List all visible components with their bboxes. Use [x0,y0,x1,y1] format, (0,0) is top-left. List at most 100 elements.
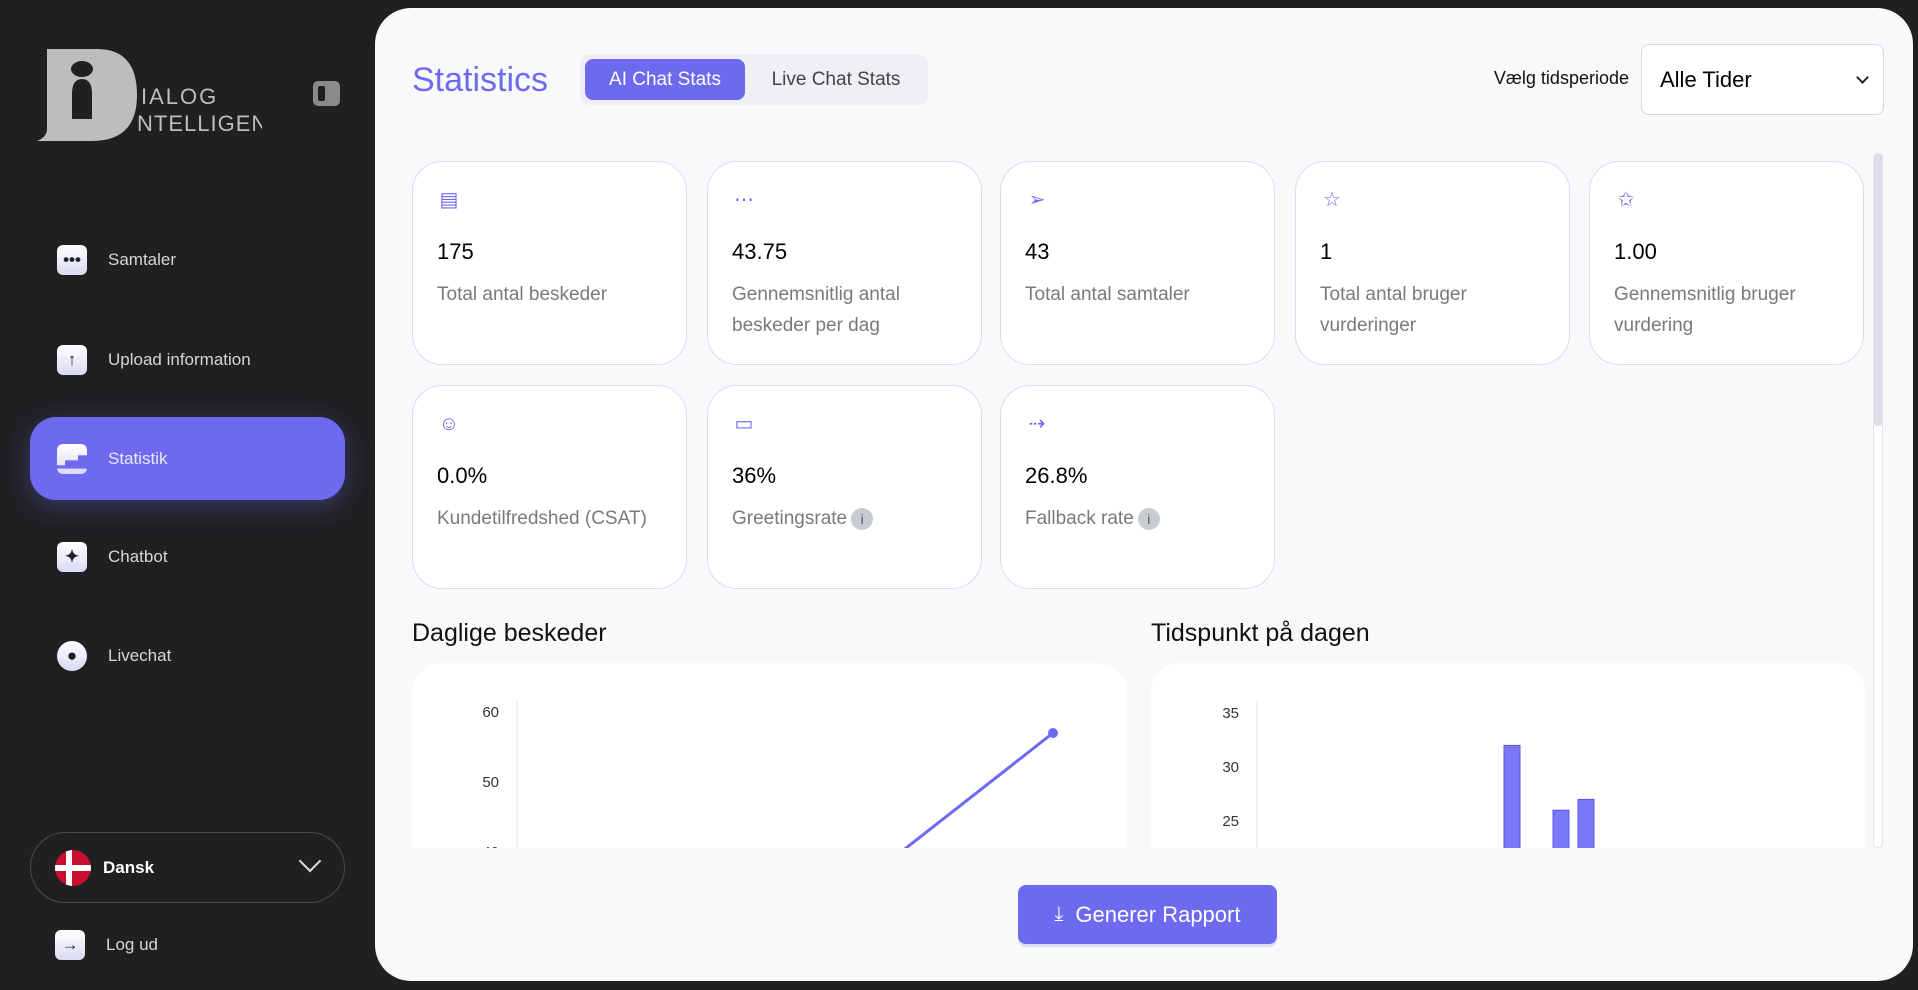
stat-value: 1.00 [1614,239,1657,264]
stat-card: ☺ 0.0% Kundetilfredshed (CSAT) [412,385,687,589]
stat-value: 175 [437,239,474,264]
stat-label: Fallback rate i [1025,503,1256,534]
data-point [1048,728,1058,738]
stat-value: 0.0% [437,463,488,488]
tab-ai-chat-stats[interactable]: AI Chat Stats [585,59,745,100]
stat-label: Total antal samtaler [1025,279,1256,310]
stat-label-text: Fallback rate [1025,508,1134,529]
bar [1503,744,1521,848]
sidebar-item-label: Livechat [108,645,172,665]
scrollbar[interactable] [1873,153,1883,848]
smiley-icon: ☺ [438,413,460,435]
dialog-intelligens-logo: IALOG NTELLIGENS [37,49,262,141]
chart-title-daily: Daglige beskeder [412,619,607,647]
stat-label-text: Total antal bruger vurderinger [1320,284,1467,336]
chat-bubble-icon: ••• [57,244,87,275]
page-title: Statistics [412,61,549,99]
stat-card: ➢ 43 Total antal samtaler [1000,161,1275,365]
bar-chart-svg: 35 30 25 [1222,701,1595,848]
y-tick-label: 30 [1222,759,1239,776]
stats-tabs: AI Chat Stats Live Chat Stats [580,54,928,105]
stat-label-text: Total antal beskeder [437,284,608,305]
sidebar: IALOG NTELLIGENS ••• Samtaler ↑ Upload i… [0,0,375,990]
thumbs-up-stars-icon: ✩ [1617,189,1635,211]
stat-card: ⋯ 43.75 Gennemsnitlig antal beskeder per… [707,161,982,365]
bar [1577,798,1595,848]
stats-scroll-area: ▤ 175 Total antal beskeder ⋯ 43.75 Gennem… [375,153,1913,848]
sidebar-item-chatbot[interactable]: ✦ Chatbot [30,515,345,598]
sidebar-item-upload[interactable]: ↑ Upload information [30,318,345,401]
message-square-dots-icon: ▭ [734,413,754,435]
bar-chart-icon: ▁▃▅ [52,443,92,474]
stat-label-text: Kundetilfredshed (CSAT) [437,508,647,529]
stat-value: 26.8% [1025,463,1088,488]
stat-value: 1 [1320,239,1333,264]
info-icon[interactable]: i [1137,507,1160,530]
logout-button[interactable]: → Log ud [55,930,158,960]
stat-label: Total antal beskeder [437,279,668,310]
download-icon: ⤓ [1054,903,1064,925]
generate-report-label: Generer Rapport [1075,901,1241,927]
stat-label: Greetingsrate i [732,503,963,534]
stat-label-text: Gennemsnitlig bruger vurdering [1614,284,1796,336]
y-tick-label: 35 [1222,705,1239,722]
line-chart-svg: 60 50 40 [482,701,1058,848]
sidebar-item-livechat[interactable]: ● Livechat [30,614,345,697]
y-tick-label: 25 [1222,813,1239,830]
stat-value: 43 [1025,239,1050,264]
time-of-day-chart: 35 30 25 [1151,663,1865,848]
sidebar-item-label: Upload information [108,349,251,369]
sidebar-item-label: Statistik [108,448,168,468]
stat-value: 43.75 [732,239,788,264]
daily-messages-chart: 60 50 40 [412,663,1127,848]
svg-text:IALOG: IALOG [141,84,218,109]
user-forward-icon: ⇢ [1028,413,1046,435]
chevron-down-icon [1856,71,1869,84]
user-circle-icon: ● [57,640,87,671]
stat-card: ▤ 175 Total antal beskeder [412,161,687,365]
y-tick-label: 40 [482,844,499,848]
sidebar-toggle-icon[interactable] [313,81,340,106]
message-dots-icon: ⋯ [734,189,754,211]
stat-card: ▭ 36% Greetingsrate i [707,385,982,589]
y-tick-label: 60 [482,704,499,721]
message-text-icon: ▤ [439,189,459,211]
stat-label-text: Gennemsnitlig antal beskeder per dag [732,284,900,336]
stat-card: ✩ 1.00 Gennemsnitlig bruger vurdering [1589,161,1864,365]
logout-arrow-icon: → [55,930,85,960]
period-select[interactable]: Alle Tider [1641,44,1884,115]
series-line [903,731,1054,848]
sidebar-item-label: Chatbot [108,546,168,566]
sidebar-item-statistik[interactable]: ▁▃▅ Statistik [30,417,345,500]
language-selector[interactable]: Dansk [30,832,345,903]
scrollbar-thumb[interactable] [1874,154,1882,426]
period-value: Alle Tider [1660,66,1752,92]
chevron-down-icon [298,849,322,873]
stat-label: Kundetilfredshed (CSAT) [437,503,668,534]
chart-title-time-of-day: Tidspunkt på dagen [1151,619,1370,647]
main-panel: Statistics AI Chat Stats Live Chat Stats… [375,8,1913,981]
logout-label: Log ud [106,935,158,954]
info-icon[interactable]: i [851,507,874,530]
stat-label-text: Greetingsrate [732,508,848,529]
tab-live-chat-stats[interactable]: Live Chat Stats [771,68,901,90]
danish-flag-icon [55,849,91,886]
upload-arrow-icon: ↑ [57,344,87,375]
sidebar-item-samtaler[interactable]: ••• Samtaler [30,218,345,301]
period-label: Vælg tidsperiode [1493,68,1629,88]
svg-text:NTELLIGENS: NTELLIGENS [137,111,262,136]
stat-label: Gennemsnitlig antal beskeder per dag [732,279,963,341]
sparkle-icon: ✦ [57,541,87,572]
bar [1552,809,1570,848]
stat-label: Total antal bruger vurderinger [1320,279,1551,341]
stat-card: ⇢ 26.8% Fallback rate i [1000,385,1275,589]
stat-label: Gennemsnitlig bruger vurdering [1614,279,1845,341]
generate-report-button[interactable]: ⤓ Generer Rapport [1018,885,1277,944]
stat-card: ☆ 1 Total antal bruger vurderinger [1295,161,1570,365]
y-tick-label: 50 [482,774,499,791]
sidebar-item-label: Samtaler [108,249,177,269]
star-icon: ☆ [1323,189,1341,211]
stat-value: 36% [732,463,777,488]
language-label: Dansk [103,857,155,877]
stat-label-text: Total antal samtaler [1025,284,1190,305]
